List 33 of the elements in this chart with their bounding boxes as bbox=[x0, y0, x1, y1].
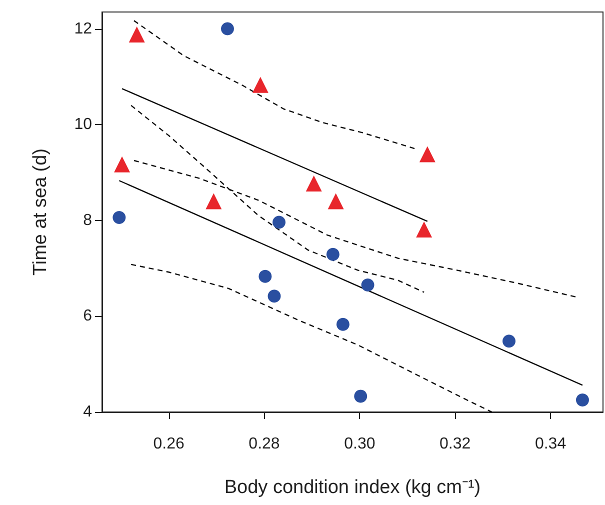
y-tick-label: 4 bbox=[83, 404, 92, 420]
y-tick-label: 10 bbox=[74, 116, 92, 134]
x-tick-label: 0.28 bbox=[248, 436, 280, 452]
point bbox=[336, 318, 350, 331]
x-tick-label: 0.26 bbox=[153, 436, 184, 452]
line-series bbox=[133, 20, 416, 150]
point bbox=[128, 26, 145, 43]
x-tick-label: 0.32 bbox=[440, 436, 471, 452]
point bbox=[354, 390, 368, 403]
y-tick-label: 8 bbox=[83, 212, 92, 229]
point bbox=[112, 211, 126, 224]
y-axis-title: Time at sea (d) bbox=[30, 148, 51, 276]
point bbox=[416, 221, 432, 238]
point bbox=[206, 193, 222, 210]
line-series bbox=[130, 264, 492, 413]
point bbox=[221, 22, 234, 36]
x-tick-label: 0.34 bbox=[534, 436, 566, 452]
x-axis-title: Body condition index (kg cm⁻¹) bbox=[224, 477, 481, 498]
point bbox=[576, 394, 589, 407]
point bbox=[272, 216, 286, 229]
point bbox=[419, 146, 436, 162]
point bbox=[258, 270, 272, 283]
y-tick-label: 6 bbox=[83, 308, 92, 325]
point bbox=[114, 156, 130, 172]
point bbox=[306, 175, 322, 192]
point bbox=[268, 290, 281, 303]
point bbox=[252, 76, 268, 93]
point bbox=[502, 334, 516, 348]
point bbox=[328, 193, 344, 210]
x-tick-label: 0.30 bbox=[344, 436, 376, 452]
point bbox=[361, 278, 374, 292]
point bbox=[326, 248, 340, 261]
y-tick-label: 12 bbox=[74, 20, 92, 38]
